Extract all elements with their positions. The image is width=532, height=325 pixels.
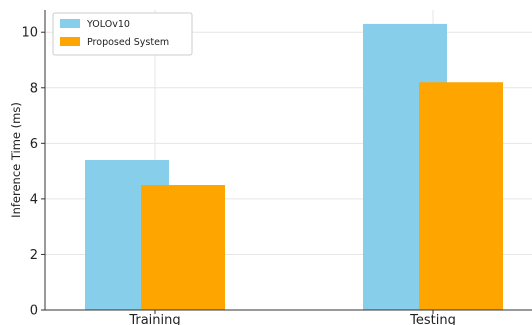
- y-tick-label: 2: [30, 248, 38, 263]
- bar-proposed-system-testing: [419, 82, 503, 310]
- y-axis-title: Inference Time (ms): [9, 102, 23, 218]
- y-tick-label: 6: [30, 137, 38, 152]
- x-tick-label-testing: Testing: [409, 313, 456, 325]
- y-tick-label: 10: [21, 26, 38, 41]
- x-tick-label-training: Training: [128, 313, 180, 325]
- legend-swatch-yolov10: [60, 19, 80, 28]
- bar-proposed-system-training: [141, 185, 225, 310]
- axes: [44, 10, 532, 311]
- bars: [85, 23, 503, 311]
- x-ticks: Training Testing: [128, 310, 456, 325]
- legend-label-proposed-system: Proposed System: [87, 37, 169, 48]
- legend: YOLOv10 Proposed System: [52, 12, 193, 56]
- legend-label-yolov10: YOLOv10: [86, 19, 130, 30]
- legend-swatch-proposed-system: [60, 37, 80, 46]
- y-tick-label: 0: [30, 304, 38, 319]
- y-tick-label: 4: [30, 192, 38, 207]
- legend-box: [52, 12, 193, 56]
- y-tick-label: 8: [30, 81, 38, 96]
- y-ticks: 0 2 4 6 8 10: [21, 26, 45, 319]
